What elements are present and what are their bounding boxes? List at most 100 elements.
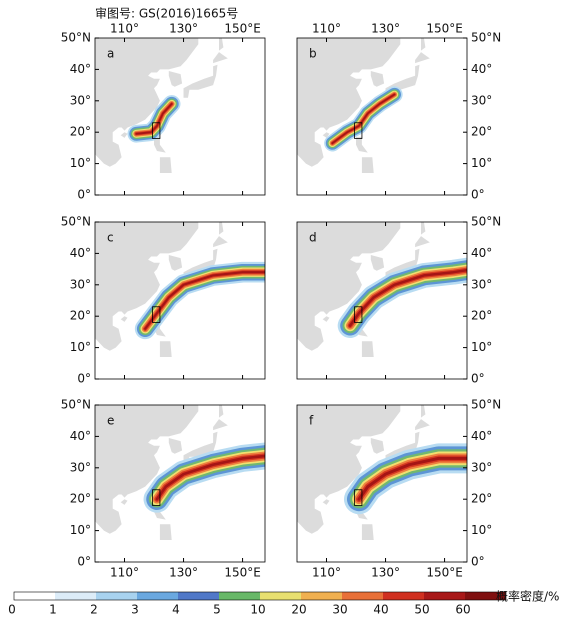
land [361,524,374,540]
source-box [354,122,363,139]
lon-tick-label: 130° [371,22,400,36]
lat-tick-label: 20° [471,125,492,139]
lon-tick-label: 150°E [426,566,463,580]
land [370,71,385,87]
lat-tick-label: 0° [77,372,91,386]
panel-label: a [107,47,114,61]
land [154,136,166,153]
land [213,419,228,431]
colorbar-label: 2 [90,603,98,617]
density-band [135,103,173,135]
lat-tick-label: 10° [471,156,492,170]
lat-tick-label: 10° [471,340,492,354]
panel-label: e [107,414,114,428]
colorbar-label: 60 [455,603,470,617]
map-content [297,405,467,562]
lat-tick-label: 40° [471,429,492,443]
land [219,405,224,418]
lat-tick-label: 0° [471,555,485,569]
land [168,71,183,87]
source-box [354,306,363,323]
lat-tick-label: 10° [70,523,91,537]
lat-tick-label: 20° [70,492,91,506]
land [120,132,128,138]
lat-tick-label: 20° [471,492,492,506]
density-band [144,271,265,330]
land [415,52,430,64]
colorbar-segment [301,592,342,600]
density-band [357,456,467,501]
panel-label: d [309,231,317,245]
colorbar-label: 0 [8,603,16,617]
density-band [331,93,396,145]
lat-tick-label: 0° [77,555,91,569]
map-panel: f 0° 10° 20° 30° 40° 50°N 110° 130° 150°E [296,398,501,580]
land [356,136,368,153]
land [120,499,128,505]
land [361,157,374,173]
panel-label: c [107,231,114,245]
colorbar-segment [137,592,178,600]
colorbar-segment [55,592,96,600]
lat-tick-label: 30° [471,277,492,291]
lat-tick-label: 40° [70,429,91,443]
lon-tick-label: 110° [312,566,341,580]
approval-number: 审图号: GS(2016)1665号 [95,6,238,21]
lat-tick-label: 30° [70,277,91,291]
lat-tick-label: 50°N [61,215,91,229]
lon-tick-label: 130° [371,566,400,580]
lat-tick-label: 30° [471,460,492,474]
colorbar-segment [260,592,301,600]
land [421,38,426,51]
frame [94,37,266,196]
colorbar-segment [96,592,137,600]
lat-tick-label: 10° [70,156,91,170]
colorbar-segment [465,592,506,600]
frame [296,404,468,563]
lat-tick-label: 10° [70,340,91,354]
lon-tick-label: 130° [169,566,198,580]
lon-tick-label: 150°E [426,22,463,36]
colorbar-segment [178,592,219,600]
land [159,524,172,540]
land [415,419,430,431]
lon-tick-label: 110° [312,22,341,36]
map-content [297,222,467,379]
colorbar-label: 10 [250,603,265,617]
lon-tick-label: 110° [110,22,139,36]
lat-tick-label: 20° [471,309,492,323]
colorbar-label: 4 [172,603,180,617]
colorbar-segment [342,592,383,600]
land [219,38,224,51]
colorbar-label: 3 [131,603,139,617]
colorbar-segment [424,592,465,600]
land [168,438,183,454]
lon-tick-label: 130° [169,22,198,36]
map-panel: e 0° 10° 20° 30° 40° 50°N 110° 130° 150°E [61,398,266,580]
lon-tick-label: 150°E [224,22,261,36]
land [168,255,183,271]
land [219,222,224,235]
lat-tick-label: 40° [471,62,492,76]
lat-tick-label: 0° [471,188,485,202]
map-panel: d 0° 10° 20° 30° 40° 50°N [296,215,501,386]
lat-tick-label: 0° [471,372,485,386]
land [415,236,430,248]
colorbar-label: 1 [49,603,57,617]
land [95,38,199,167]
land [213,236,228,248]
panel-label: f [309,414,314,428]
lat-tick-label: 50°N [61,398,91,412]
lat-tick-label: 40° [70,62,91,76]
land [421,222,426,235]
land [361,341,374,357]
frame [296,221,468,380]
land [322,499,330,505]
colorbar-label: 20 [291,603,306,617]
colorbar-label: 40 [373,603,388,617]
land [322,132,330,138]
colorbar-label: 5 [213,603,221,617]
lat-tick-label: 30° [471,93,492,107]
lat-tick-label: 10° [471,523,492,537]
colorbar-label: 30 [332,603,347,617]
